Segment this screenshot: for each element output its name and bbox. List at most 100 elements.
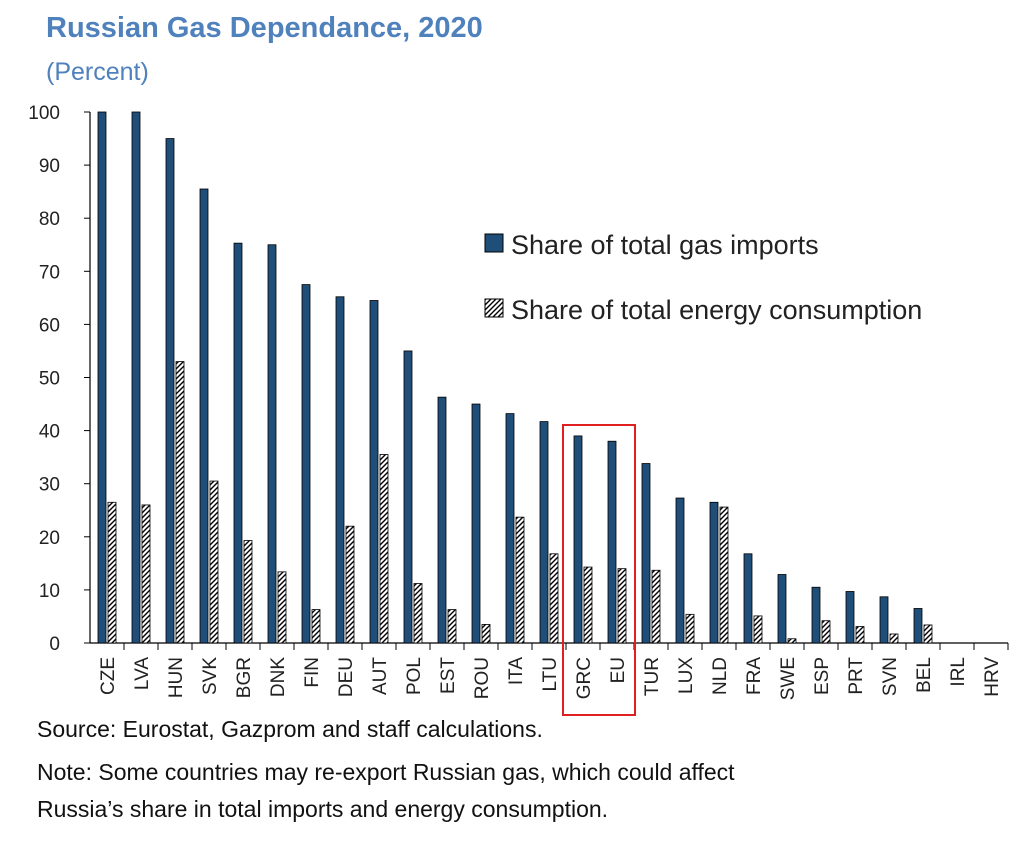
note-line-2: Russia’s share in total imports and ener… bbox=[37, 796, 609, 822]
x-tick-label-ita: ITA bbox=[506, 657, 527, 685]
bar-energy-consumption-svn bbox=[889, 633, 899, 644]
x-tick-label-nld: NLD bbox=[710, 657, 731, 695]
bar-gas-imports-prt bbox=[845, 591, 855, 644]
legend-label-energy-consumption: Share of total energy consumption bbox=[511, 295, 922, 325]
x-tick-label-bgr: BGR bbox=[234, 657, 255, 698]
y-tick-label: 70 bbox=[39, 262, 60, 283]
x-tick-label-fra: FRA bbox=[744, 657, 765, 695]
x-tick-label-svn: SVN bbox=[880, 657, 901, 696]
bar-energy-consumption-est bbox=[447, 609, 457, 644]
legend-swatch-energy-consumption bbox=[484, 298, 504, 318]
bar-energy-consumption-eu bbox=[617, 568, 627, 644]
bar-energy-consumption-grc bbox=[583, 566, 593, 644]
bar-energy-consumption-ltu bbox=[549, 553, 559, 644]
x-tick-label-svk: SVK bbox=[200, 657, 221, 695]
bar-energy-consumption-lux bbox=[685, 613, 695, 644]
axes bbox=[84, 111, 1009, 650]
y-tick-label: 90 bbox=[39, 156, 60, 177]
x-tick-label-prt: PRT bbox=[846, 657, 867, 695]
bar-gas-imports-svn bbox=[879, 596, 889, 644]
bar-gas-imports-svk bbox=[199, 188, 209, 644]
chart-title: Russian Gas Dependance, 2020 bbox=[46, 12, 483, 44]
bar-energy-consumption-pol bbox=[413, 583, 423, 644]
bar-gas-imports-dnk bbox=[267, 244, 277, 644]
bar-gas-imports-rou bbox=[471, 403, 481, 644]
x-tick-label-est: EST bbox=[438, 657, 459, 694]
x-tick-label-cze: CZE bbox=[98, 657, 119, 695]
bar-gas-imports-ita bbox=[505, 413, 515, 644]
bar-energy-consumption-deu bbox=[345, 525, 355, 644]
bar-energy-consumption-cze bbox=[107, 501, 117, 644]
bar-gas-imports-lva bbox=[131, 111, 141, 644]
bar-energy-consumption-swe bbox=[787, 638, 797, 644]
y-tick-label: 50 bbox=[39, 369, 60, 390]
note-line-1: Note: Some countries may re-export Russi… bbox=[37, 759, 735, 785]
legend: Share of total gas imports Share of total… bbox=[484, 230, 922, 325]
x-tick-label-pol: POL bbox=[404, 657, 425, 695]
x-tick-label-esp: ESP bbox=[812, 657, 833, 695]
bar-gas-imports-bel bbox=[913, 608, 923, 644]
x-tick-label-fin: FIN bbox=[302, 657, 323, 688]
bar-energy-consumption-dnk bbox=[277, 571, 287, 644]
x-tick-label-lva: LVA bbox=[132, 657, 153, 690]
x-tick-label-hrv: HRV bbox=[982, 657, 1003, 697]
legend-swatch-gas-imports bbox=[484, 233, 504, 253]
x-tick-label-bel: BEL bbox=[914, 657, 935, 693]
y-tick-label: 40 bbox=[39, 422, 60, 443]
bar-energy-consumption-nld bbox=[719, 506, 729, 644]
tick-labels: 0 10 20 30 40 50 60 70 80 90 100 CZE LVA HUN SVK BGR DNK… bbox=[28, 103, 1003, 700]
bar-energy-consumption-svk bbox=[209, 480, 219, 644]
bar-gas-imports-grc bbox=[573, 435, 583, 644]
bar-chart: 0 10 20 30 40 50 60 70 80 90 100 CZE LVA HUN SVK BGR DNK… bbox=[28, 103, 1009, 716]
x-tick-label-dnk: DNK bbox=[268, 657, 289, 697]
highlight-box bbox=[562, 424, 636, 716]
x-tick-label-irl: IRL bbox=[948, 657, 969, 687]
bar-gas-imports-fra bbox=[743, 553, 753, 644]
bar-energy-consumption-lva bbox=[141, 504, 151, 644]
bar-energy-consumption-ita bbox=[515, 516, 525, 644]
bar-gas-imports-nld bbox=[709, 501, 719, 644]
bar-energy-consumption-rou bbox=[481, 624, 491, 644]
bar-energy-consumption-bel bbox=[923, 624, 933, 644]
x-tick-label-aut: AUT bbox=[370, 657, 391, 695]
x-tick-label-grc: GRC bbox=[574, 657, 595, 699]
source-note: Source: Eurostat, Gazprom and staff calc… bbox=[37, 716, 543, 742]
y-tick-label: 80 bbox=[39, 209, 60, 230]
highlight-rectangle bbox=[562, 424, 636, 716]
bar-energy-consumption-fra bbox=[753, 615, 763, 644]
x-tick-label-hun: HUN bbox=[166, 657, 187, 698]
bar-gas-imports-eu bbox=[607, 440, 617, 644]
bar-gas-imports-esp bbox=[811, 586, 821, 644]
bar-gas-imports-tur bbox=[641, 463, 651, 644]
x-tick-label-swe: SWE bbox=[778, 657, 799, 700]
bar-gas-imports-fin bbox=[301, 284, 311, 644]
x-tick-label-rou: ROU bbox=[472, 657, 493, 699]
y-tick-label: 60 bbox=[39, 315, 60, 336]
x-tick-label-ltu: LTU bbox=[540, 657, 561, 691]
bar-gas-imports-lux bbox=[675, 497, 685, 644]
y-tick-label: 10 bbox=[39, 581, 60, 602]
bar-gas-imports-aut bbox=[369, 300, 379, 644]
bar-gas-imports-deu bbox=[335, 296, 345, 644]
x-tick-label-lux: LUX bbox=[676, 657, 697, 694]
bar-energy-consumption-aut bbox=[379, 454, 389, 644]
bar-energy-consumption-esp bbox=[821, 620, 831, 644]
x-tick-label-tur: TUR bbox=[642, 657, 663, 696]
bar-gas-imports-cze bbox=[97, 111, 107, 644]
bar-energy-consumption-tur bbox=[651, 569, 661, 644]
y-tick-label: 30 bbox=[39, 475, 60, 496]
legend-label-gas-imports: Share of total gas imports bbox=[511, 230, 819, 260]
bar-gas-imports-ltu bbox=[539, 421, 549, 644]
y-tick-label: 20 bbox=[39, 528, 60, 549]
x-tick-label-deu: DEU bbox=[336, 657, 357, 697]
bar-energy-consumption-hun bbox=[175, 361, 185, 644]
bar-gas-imports-pol bbox=[403, 350, 413, 644]
bar-gas-imports-est bbox=[437, 396, 447, 644]
bar-energy-consumption-bgr bbox=[243, 540, 253, 644]
bars bbox=[97, 111, 933, 644]
bar-gas-imports-hun bbox=[165, 138, 175, 644]
y-tick-label: 0 bbox=[49, 634, 60, 655]
x-tick-label-eu: EU bbox=[608, 657, 629, 683]
bar-gas-imports-bgr bbox=[233, 242, 243, 644]
bar-energy-consumption-prt bbox=[855, 626, 865, 644]
